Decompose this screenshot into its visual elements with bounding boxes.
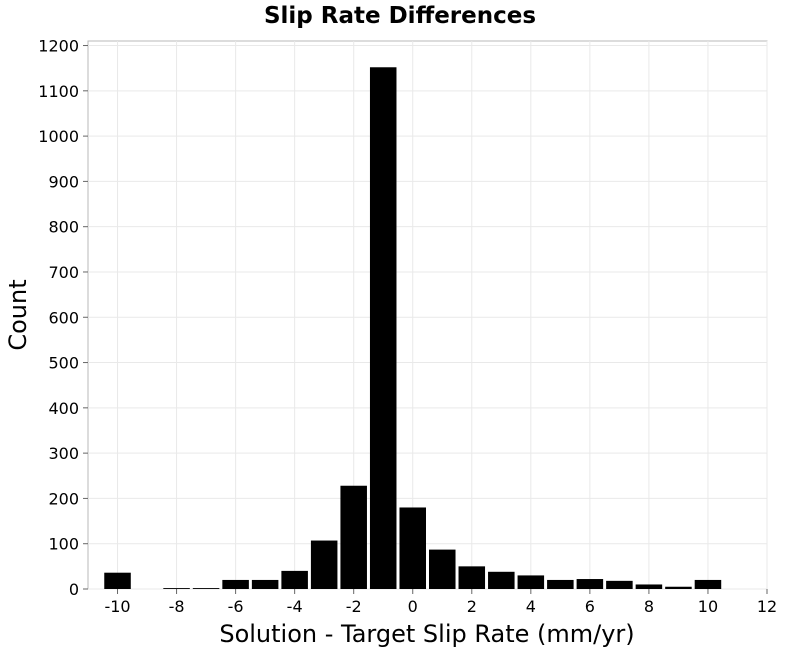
histogram-bar — [399, 507, 426, 589]
grid-lines — [88, 41, 768, 590]
x-tick-label: -2 — [346, 597, 362, 616]
y-tick-label: 700 — [48, 263, 79, 282]
x-tick-label: 6 — [585, 597, 595, 616]
y-tick-label: 600 — [48, 308, 79, 327]
x-tick-label: -10 — [104, 597, 130, 616]
y-tick-label: 200 — [48, 489, 79, 508]
y-tick-label: 0 — [69, 580, 79, 599]
x-tick-label: 0 — [408, 597, 418, 616]
histogram-bar — [369, 67, 397, 590]
y-axis-label: Count — [4, 279, 32, 350]
histogram-bar — [576, 579, 604, 589]
x-tick-label: -4 — [287, 597, 303, 616]
y-tick-label: 300 — [48, 444, 79, 463]
x-tick-label: 2 — [467, 597, 477, 616]
histogram-bar — [251, 579, 279, 589]
histogram-bar — [547, 579, 574, 589]
histogram-bar — [694, 579, 722, 589]
y-tick-label: 1100 — [38, 82, 79, 101]
y-tick-label: 100 — [48, 535, 79, 554]
y-tick-label: 800 — [48, 218, 79, 237]
histogram-bar — [665, 586, 692, 589]
histogram-bar — [635, 584, 663, 589]
histogram-bar — [222, 579, 249, 589]
y-tick-label: 500 — [48, 354, 79, 373]
x-tick-label: 12 — [757, 597, 777, 616]
y-tick-label: 1000 — [38, 127, 79, 146]
histogram-bar — [488, 571, 515, 589]
histogram-bar — [163, 588, 190, 589]
x-tick-label: 10 — [698, 597, 718, 616]
histogram-bar — [606, 580, 633, 589]
plot-area — [87, 40, 768, 590]
x-tick-label: -8 — [169, 597, 185, 616]
histogram-bar — [517, 575, 545, 589]
x-axis-ticks: -10 -8 -6 -4 -2 0 2 4 6 8 10 12 — [104, 589, 777, 616]
histogram-bar — [281, 570, 308, 589]
histogram-bar — [458, 566, 486, 589]
x-tick-label: 4 — [526, 597, 536, 616]
chart-title: Slip Rate Differences — [264, 3, 536, 29]
x-axis-label: Solution - Target Slip Rate (mm/yr) — [219, 620, 634, 648]
histogram-bar — [429, 549, 456, 589]
x-tick-label: -6 — [228, 597, 244, 616]
y-axis-ticks: 0 100 200 300 400 500 600 700 800 900 1000 1100 1200 — [38, 37, 88, 599]
y-tick-label: 400 — [48, 399, 79, 418]
histogram-bar — [310, 540, 338, 589]
histogram-bar — [192, 588, 220, 589]
histogram-bar — [340, 485, 367, 589]
bars — [104, 67, 722, 590]
histogram-bar — [104, 572, 131, 589]
y-tick-label: 1200 — [38, 37, 79, 56]
y-tick-label: 900 — [48, 172, 79, 191]
x-tick-label: 8 — [644, 597, 654, 616]
